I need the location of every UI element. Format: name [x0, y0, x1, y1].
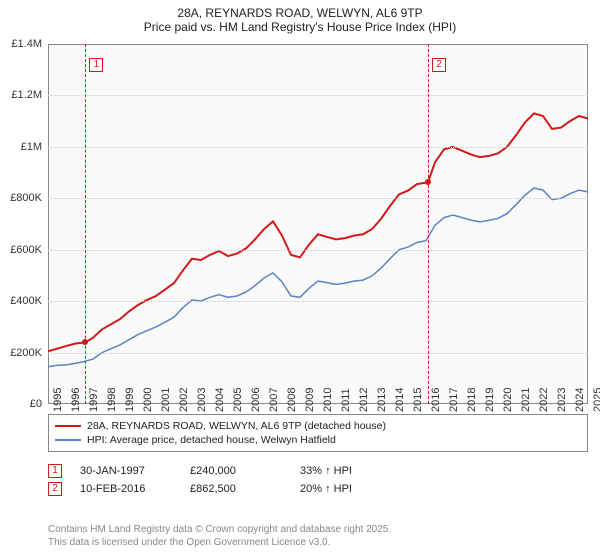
x-tick-label: 2006	[250, 388, 262, 412]
y-tick-label: £1M	[21, 141, 42, 153]
legend-row-price-paid: 28A, REYNARDS ROAD, WELWYN, AL6 9TP (det…	[55, 419, 581, 433]
sale-row-2: 2 10-FEB-2016 £862,500 20% ↑ HPI	[48, 480, 588, 498]
x-tick-label: 2017	[448, 388, 460, 412]
sale-badge-1: 1	[48, 464, 62, 478]
x-tick-label: 2023	[556, 388, 568, 412]
sale-date-2: 10-FEB-2016	[80, 483, 172, 495]
sale-delta-2: 20% ↑ HPI	[300, 483, 392, 495]
sale-date-1: 30-JAN-1997	[80, 465, 172, 477]
x-tick-label: 2022	[538, 388, 550, 412]
y-tick-label: £200K	[10, 347, 42, 359]
gridline-h	[48, 147, 588, 148]
sales-table: 1 30-JAN-1997 £240,000 33% ↑ HPI 2 10-FE…	[48, 462, 588, 498]
y-tick-label: £800K	[10, 192, 42, 204]
x-tick-label: 1996	[70, 388, 82, 412]
sale-vline	[428, 44, 429, 404]
x-tick-label: 2005	[232, 388, 244, 412]
x-tick-label: 2010	[322, 388, 334, 412]
x-tick-label: 2019	[484, 388, 496, 412]
x-tick-label: 2000	[142, 388, 154, 412]
legend-swatch-price-paid	[55, 425, 81, 427]
sale-badge-2: 2	[48, 482, 62, 496]
gridline-h	[48, 301, 588, 302]
sale-vline	[85, 44, 86, 404]
x-tick-label: 2016	[430, 388, 442, 412]
gridline-h	[48, 353, 588, 354]
gridline-h	[48, 95, 588, 96]
x-tick-label: 2009	[304, 388, 316, 412]
legend-label-price-paid: 28A, REYNARDS ROAD, WELWYN, AL6 9TP (det…	[87, 420, 386, 432]
x-tick-label: 2018	[466, 388, 478, 412]
series-hpi	[48, 188, 588, 367]
sale-marker-box: 2	[432, 58, 446, 72]
gridline-h	[48, 250, 588, 251]
x-tick-label: 1999	[124, 388, 136, 412]
y-tick-label: £1.4M	[11, 38, 42, 50]
x-tick-label: 1997	[88, 388, 100, 412]
x-tick-label: 2002	[178, 388, 190, 412]
x-tick-label: 2011	[340, 388, 352, 412]
series-price_paid	[48, 113, 588, 351]
x-tick-label: 2020	[502, 388, 514, 412]
x-tick-label: 2008	[286, 388, 298, 412]
x-tick-label: 2021	[520, 388, 532, 412]
legend-swatch-hpi	[55, 439, 81, 441]
x-tick-label: 2015	[412, 388, 424, 412]
sale-marker-box: 1	[89, 58, 103, 72]
y-tick-label: £400K	[10, 295, 42, 307]
chart-area: £0£200K£400K£600K£800K£1M£1.2M£1.4M19951…	[48, 44, 588, 404]
attribution-line2: This data is licensed under the Open Gov…	[48, 537, 588, 550]
sale-delta-1: 33% ↑ HPI	[300, 465, 392, 477]
y-tick-label: £600K	[10, 244, 42, 256]
sale-dot	[425, 179, 431, 185]
x-tick-label: 1998	[106, 388, 118, 412]
y-tick-label: £0	[30, 398, 42, 410]
gridline-h	[48, 198, 588, 199]
title-subtitle: Price paid vs. HM Land Registry's House …	[0, 20, 600, 34]
attribution-line1: Contains HM Land Registry data © Crown c…	[48, 524, 588, 537]
x-tick-label: 2007	[268, 388, 280, 412]
x-tick-label: 2012	[358, 388, 370, 412]
x-tick-label: 2001	[160, 388, 172, 412]
y-tick-label: £1.2M	[11, 89, 42, 101]
title-address: 28A, REYNARDS ROAD, WELWYN, AL6 9TP	[0, 6, 600, 20]
legend-and-sales: 28A, REYNARDS ROAD, WELWYN, AL6 9TP (det…	[48, 414, 588, 498]
x-tick-label: 2014	[394, 388, 406, 412]
sale-row-1: 1 30-JAN-1997 £240,000 33% ↑ HPI	[48, 462, 588, 480]
x-tick-label: 2013	[376, 388, 388, 412]
x-tick-label: 2004	[214, 388, 226, 412]
legend-box: 28A, REYNARDS ROAD, WELWYN, AL6 9TP (det…	[48, 414, 588, 452]
chart-svg	[48, 44, 588, 404]
sale-price-2: £862,500	[190, 483, 282, 495]
x-tick-label: 2003	[196, 388, 208, 412]
sale-price-1: £240,000	[190, 465, 282, 477]
x-tick-label: 2025	[592, 388, 600, 412]
x-tick-label: 2024	[574, 388, 586, 412]
legend-label-hpi: HPI: Average price, detached house, Welw…	[87, 434, 336, 446]
chart-title: 28A, REYNARDS ROAD, WELWYN, AL6 9TP Pric…	[0, 0, 600, 36]
attribution: Contains HM Land Registry data © Crown c…	[48, 524, 588, 549]
x-tick-label: 1995	[52, 388, 64, 412]
sale-dot	[82, 339, 88, 345]
legend-row-hpi: HPI: Average price, detached house, Welw…	[55, 433, 581, 447]
